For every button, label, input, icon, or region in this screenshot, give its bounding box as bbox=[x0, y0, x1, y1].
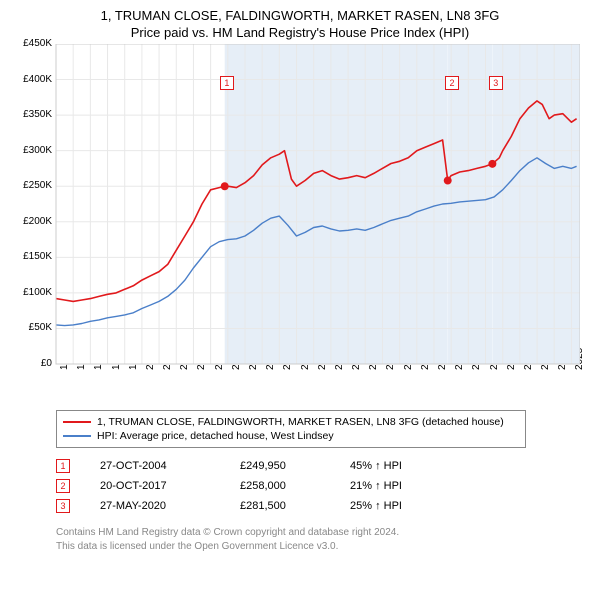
chart-title-line2: Price paid vs. HM Land Registry's House … bbox=[8, 25, 592, 40]
sale-price: £249,950 bbox=[240, 460, 320, 472]
sale-pct: 21% ↑ HPI bbox=[350, 480, 430, 492]
sale-point bbox=[221, 182, 229, 190]
sale-point bbox=[488, 160, 496, 168]
sale-date: 20-OCT-2017 bbox=[100, 480, 210, 492]
sale-date: 27-OCT-2004 bbox=[100, 460, 210, 472]
sale-row: 1 27-OCT-2004 £249,950 45% ↑ HPI bbox=[56, 456, 592, 476]
footer-attribution: Contains HM Land Registry data © Crown c… bbox=[56, 526, 592, 553]
legend-row: 1, TRUMAN CLOSE, FALDINGWORTH, MARKET RA… bbox=[63, 415, 519, 429]
sale-pct: 25% ↑ HPI bbox=[350, 500, 430, 512]
legend-text: HPI: Average price, detached house, West… bbox=[97, 430, 334, 442]
legend-row: HPI: Average price, detached house, West… bbox=[63, 429, 519, 443]
sale-marker-label: 2 bbox=[445, 76, 459, 90]
legend: 1, TRUMAN CLOSE, FALDINGWORTH, MARKET RA… bbox=[56, 410, 526, 448]
sale-price: £281,500 bbox=[240, 500, 320, 512]
sales-table: 1 27-OCT-2004 £249,950 45% ↑ HPI 2 20-OCT-201… bbox=[56, 456, 592, 516]
sale-row: 3 27-MAY-2020 £281,500 25% ↑ HPI bbox=[56, 496, 592, 516]
sale-date: 27-MAY-2020 bbox=[100, 500, 210, 512]
sale-row-marker: 2 bbox=[56, 479, 70, 493]
footer-line2: This data is licensed under the Open Gov… bbox=[56, 540, 592, 554]
sale-point bbox=[444, 177, 452, 185]
sale-price: £258,000 bbox=[240, 480, 320, 492]
chart-title-line1: 1, TRUMAN CLOSE, FALDINGWORTH, MARKET RA… bbox=[8, 8, 592, 23]
sale-row-marker: 3 bbox=[56, 499, 70, 513]
sale-marker-label: 3 bbox=[489, 76, 503, 90]
legend-swatch bbox=[63, 435, 91, 437]
footer-line1: Contains HM Land Registry data © Crown c… bbox=[56, 526, 592, 540]
legend-swatch bbox=[63, 421, 91, 423]
plot-svg bbox=[8, 44, 580, 366]
chart-area: £0£50K£100K£150K£200K£250K£300K£350K£400… bbox=[8, 44, 592, 404]
sale-row-marker: 1 bbox=[56, 459, 70, 473]
chart-title-block: 1, TRUMAN CLOSE, FALDINGWORTH, MARKET RA… bbox=[8, 8, 592, 40]
sale-marker-label: 1 bbox=[220, 76, 234, 90]
sale-pct: 45% ↑ HPI bbox=[350, 460, 430, 472]
sale-row: 2 20-OCT-2017 £258,000 21% ↑ HPI bbox=[56, 476, 592, 496]
legend-text: 1, TRUMAN CLOSE, FALDINGWORTH, MARKET RA… bbox=[97, 416, 504, 428]
